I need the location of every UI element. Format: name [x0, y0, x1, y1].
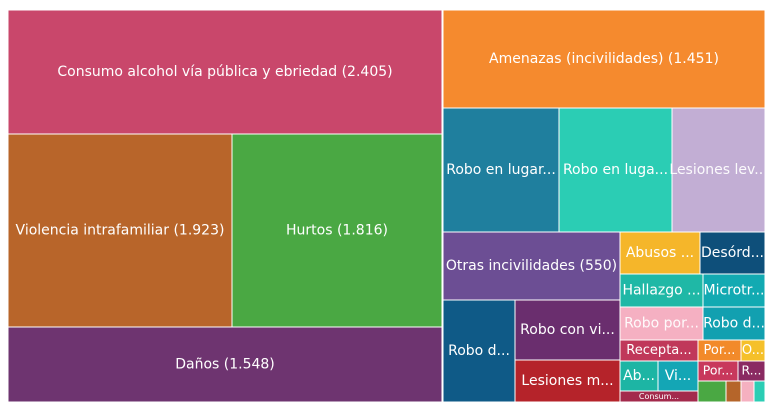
tile-label: Hurtos (1.816) [286, 223, 388, 239]
tile-label: Consumo alcohol vía pública y ebriedad (… [57, 64, 392, 80]
tile-label: Recepta... [626, 343, 691, 358]
tile-label: Daños (1.548) [175, 357, 275, 373]
tile [231, 133, 443, 328]
tile-label: Lesiones lev... [669, 162, 765, 178]
tile-label: Otras incivilidades (550) [446, 258, 617, 274]
tile [697, 380, 727, 402]
tile-label: Robo con vi... [520, 322, 615, 338]
tile [725, 380, 742, 402]
tile-label: Amenazas (incivilidades) (1.451) [489, 51, 719, 67]
tile-label: Violencia intrafamiliar (1.923) [16, 223, 225, 239]
tile-label: Vi... [665, 368, 692, 384]
tile-label: Por... [703, 363, 733, 378]
tile-label: O... [742, 343, 764, 358]
tile [699, 231, 765, 275]
tile [514, 359, 621, 402]
tile-label: Desórd... [701, 245, 764, 261]
tile-label: Robo por... [624, 316, 699, 332]
tile-label: Robo d... [448, 343, 510, 359]
tile [7, 9, 443, 135]
tile [514, 299, 621, 361]
tile [753, 380, 765, 402]
tile [442, 299, 516, 402]
tile [442, 9, 765, 109]
tile-label: Robo en luga... [563, 162, 668, 178]
tile-label: Microtr... [704, 283, 765, 299]
tile-label: Robo d... [703, 316, 765, 332]
tile-label: R... [742, 363, 762, 378]
tile-label: Lesiones m... [521, 373, 613, 389]
tile [619, 273, 704, 308]
tile [702, 306, 765, 341]
tile [702, 273, 765, 308]
tile-label: Ab... [623, 368, 655, 384]
tile [619, 231, 701, 275]
tile [619, 306, 704, 341]
tile-label: Robo en lugar... [446, 162, 556, 178]
tile-label: Hallazgo ... [622, 283, 700, 299]
tile [740, 380, 755, 402]
tile [7, 326, 443, 402]
tile-label: Consum... [639, 392, 679, 401]
tile-label: Abusos ... [626, 245, 694, 261]
tile [7, 133, 233, 328]
tile-label: Por... [704, 343, 736, 358]
